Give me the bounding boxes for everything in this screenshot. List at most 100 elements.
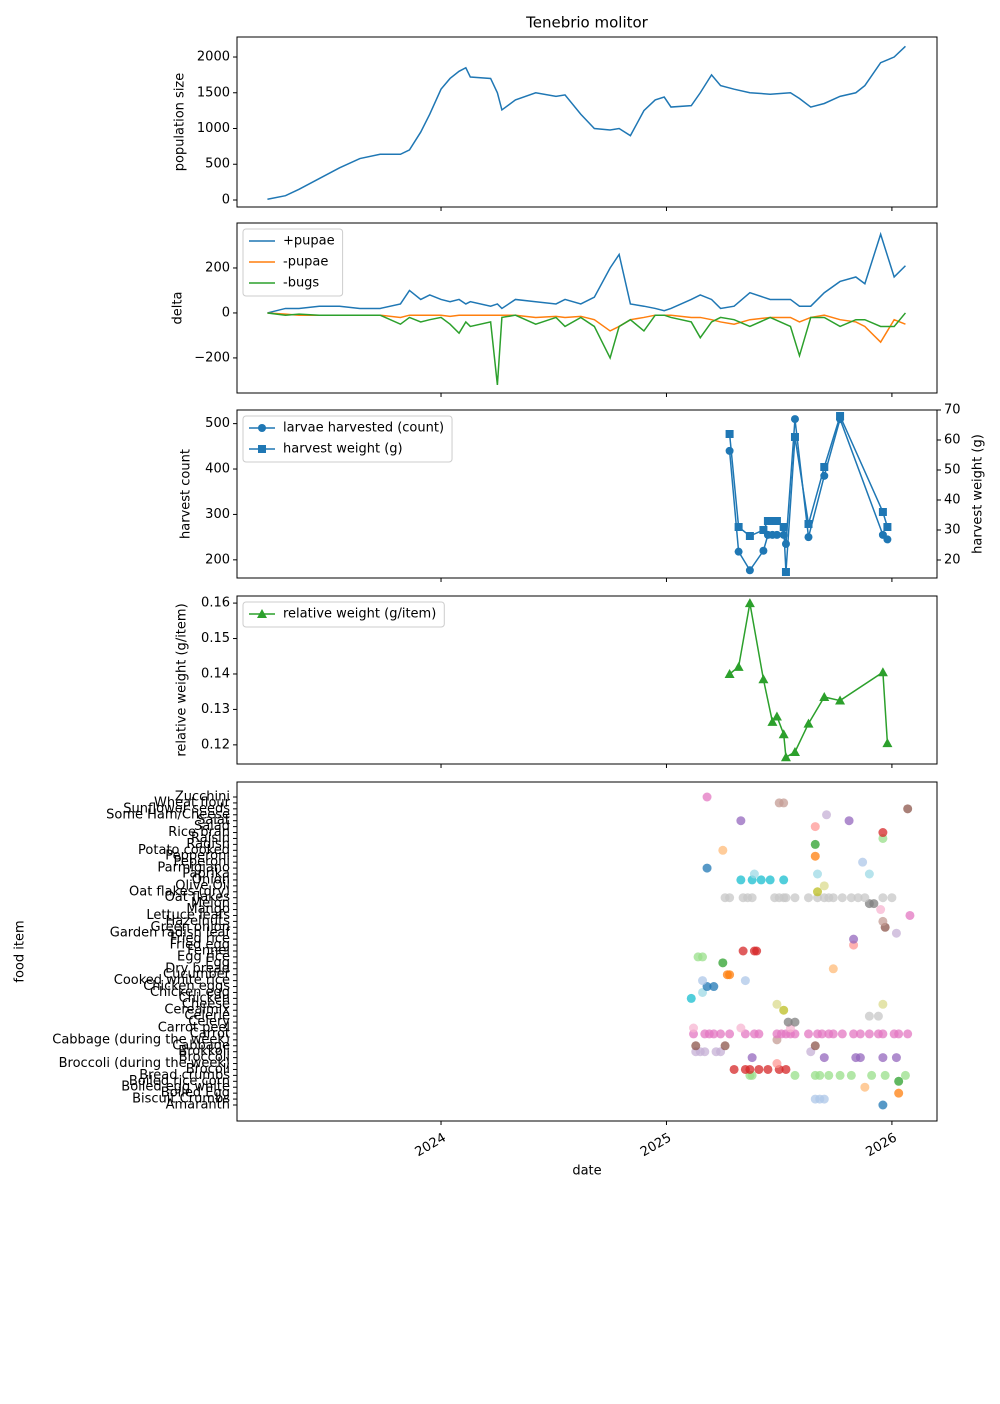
y-tick-label: Brocoli bbox=[186, 1062, 230, 1077]
y-tick-label: Cooked white rice bbox=[114, 973, 230, 988]
marker bbox=[882, 738, 893, 748]
line bbox=[728, 416, 888, 572]
point bbox=[878, 999, 888, 1009]
marker bbox=[724, 668, 735, 678]
y-tick-label: Parmigiano bbox=[157, 861, 230, 876]
point bbox=[736, 875, 746, 885]
point bbox=[905, 910, 915, 920]
y-tick-label: 200 bbox=[205, 552, 230, 567]
point bbox=[745, 1064, 755, 1074]
point bbox=[858, 857, 868, 867]
point bbox=[803, 1029, 813, 1039]
point bbox=[869, 899, 879, 909]
point bbox=[754, 1064, 764, 1074]
point bbox=[803, 893, 813, 903]
point bbox=[822, 810, 832, 820]
point bbox=[709, 982, 719, 992]
point bbox=[783, 1017, 793, 1027]
plot-frame bbox=[236, 36, 938, 208]
legend: relative weight (g/item) bbox=[242, 601, 445, 628]
y-tick-label: −200 bbox=[194, 350, 230, 365]
y-tick-label: 0.14 bbox=[201, 666, 230, 681]
marker bbox=[803, 718, 814, 728]
marker bbox=[772, 530, 781, 539]
point bbox=[698, 976, 708, 986]
y-tick-label: 500 bbox=[205, 157, 230, 172]
point bbox=[781, 893, 791, 903]
y-tick-label: Potato cooked bbox=[138, 843, 230, 858]
point bbox=[855, 1029, 865, 1039]
point bbox=[828, 1029, 838, 1039]
point bbox=[749, 869, 759, 879]
point bbox=[819, 881, 829, 891]
point bbox=[894, 1088, 904, 1098]
y-tick-label: Peperoni bbox=[174, 855, 231, 870]
y-tick-label: Melon bbox=[191, 896, 230, 911]
point bbox=[903, 1029, 913, 1039]
y-tick-label: 0 bbox=[222, 192, 230, 207]
point bbox=[686, 993, 696, 1003]
point bbox=[873, 1011, 883, 1021]
y-tick-label: Olive Oil bbox=[175, 878, 230, 893]
marker bbox=[734, 523, 743, 531]
y-tick-label: Mango bbox=[186, 902, 230, 917]
point bbox=[790, 1017, 800, 1027]
point bbox=[736, 1023, 746, 1033]
line bbox=[267, 312, 906, 344]
point bbox=[900, 1070, 910, 1080]
point bbox=[828, 964, 838, 974]
y-axis-label: population size bbox=[173, 73, 188, 172]
point bbox=[849, 1029, 859, 1039]
point bbox=[876, 905, 886, 915]
x-axis-label: date bbox=[572, 1164, 601, 1179]
marker bbox=[779, 523, 788, 531]
point bbox=[849, 934, 859, 944]
y-tick-label: Cheese bbox=[182, 997, 230, 1012]
marker bbox=[768, 517, 777, 525]
marker bbox=[772, 517, 781, 525]
marker bbox=[258, 424, 266, 432]
point bbox=[813, 887, 823, 897]
point bbox=[817, 1029, 827, 1039]
marker bbox=[763, 517, 772, 525]
point bbox=[894, 1076, 904, 1086]
point bbox=[819, 1053, 829, 1063]
marker bbox=[780, 752, 791, 762]
line bbox=[267, 45, 906, 201]
point bbox=[864, 1011, 874, 1021]
point bbox=[691, 1041, 701, 1051]
legend-label: harvest weight (g) bbox=[283, 442, 403, 457]
y-tick-label: Chicken egg bbox=[150, 985, 230, 1000]
y-tick-label: Boiled rice corn bbox=[129, 1074, 230, 1089]
point bbox=[772, 1059, 782, 1069]
point bbox=[878, 1053, 888, 1063]
point bbox=[810, 822, 820, 832]
y-tick-label: Carrot bbox=[190, 1026, 230, 1041]
y-tick-label: Salat bbox=[197, 813, 230, 828]
point bbox=[860, 893, 870, 903]
point bbox=[835, 1070, 845, 1080]
point bbox=[891, 928, 901, 938]
marker bbox=[789, 746, 800, 756]
y-axis-label: food item bbox=[13, 920, 28, 982]
y-tick-label: Cerealmix bbox=[164, 1003, 230, 1018]
marker bbox=[877, 667, 888, 677]
marker bbox=[767, 716, 778, 726]
point bbox=[747, 893, 757, 903]
y-tick-label: Egg rice bbox=[177, 949, 230, 964]
point bbox=[864, 1029, 874, 1039]
y-tick-label: Boiled Egg bbox=[161, 1086, 230, 1101]
point bbox=[860, 1082, 870, 1092]
legend-label: -bugs bbox=[283, 276, 319, 291]
marker bbox=[771, 711, 782, 721]
point bbox=[855, 1053, 865, 1063]
marker bbox=[734, 547, 743, 556]
y2-tick-label: 60 bbox=[944, 433, 961, 448]
line bbox=[729, 602, 889, 759]
point bbox=[718, 958, 728, 968]
y-tick-label: Hazelnuts bbox=[165, 914, 230, 929]
y-axis-label: relative weight (g/item) bbox=[175, 603, 190, 756]
legend-label: relative weight (g/item) bbox=[283, 607, 436, 622]
y-tick-label: Fennel bbox=[187, 944, 230, 959]
marker bbox=[257, 609, 267, 618]
